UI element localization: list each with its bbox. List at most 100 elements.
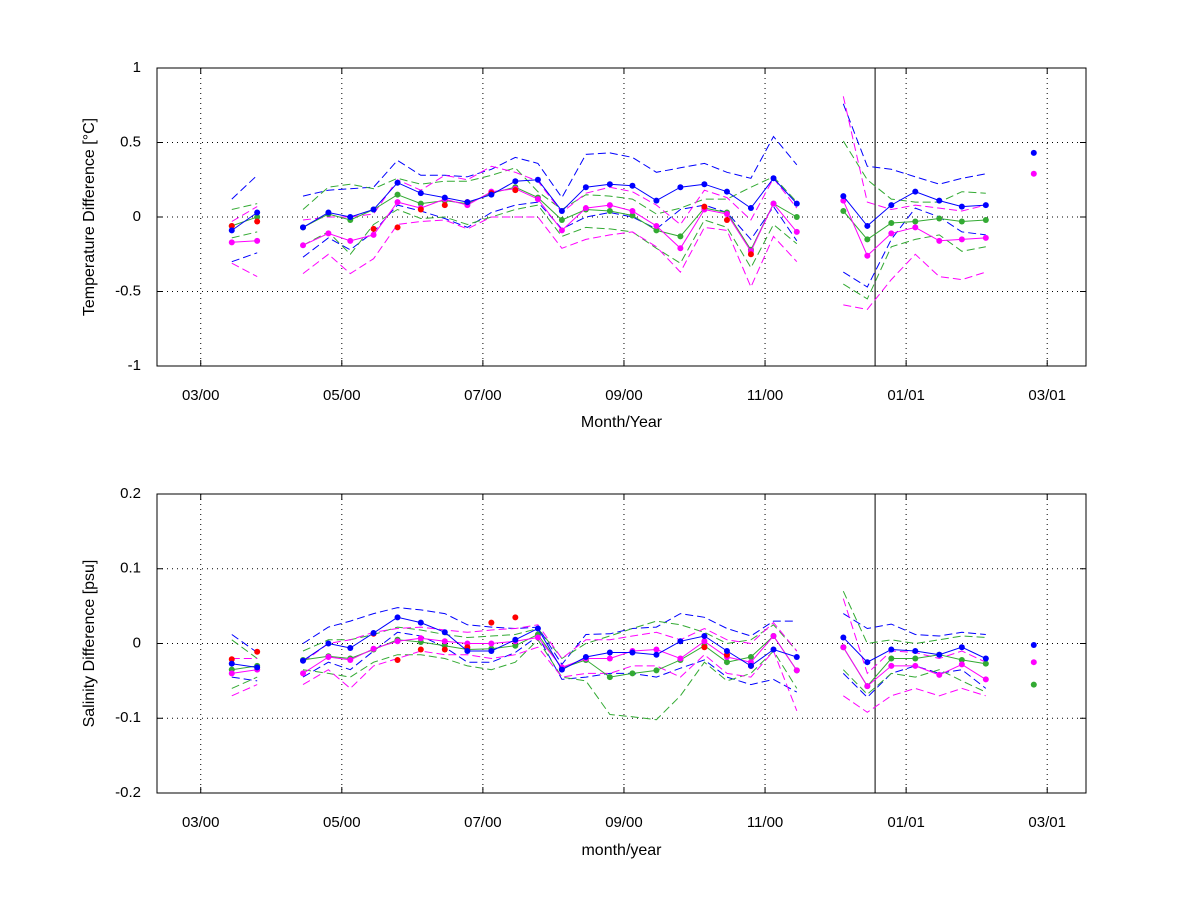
point bbox=[747, 251, 754, 258]
point bbox=[254, 664, 261, 671]
point bbox=[840, 644, 847, 651]
point bbox=[770, 646, 777, 653]
point bbox=[606, 202, 613, 209]
y-tick-label: 0 bbox=[133, 208, 141, 225]
point bbox=[653, 651, 660, 658]
point bbox=[228, 660, 235, 667]
point bbox=[300, 242, 307, 249]
point bbox=[394, 638, 401, 645]
point bbox=[347, 644, 354, 651]
point bbox=[582, 653, 589, 660]
series-line bbox=[231, 186, 986, 251]
point bbox=[629, 649, 636, 656]
point bbox=[912, 655, 919, 662]
point bbox=[958, 656, 965, 663]
point bbox=[723, 211, 730, 218]
point bbox=[512, 187, 519, 194]
point bbox=[441, 646, 448, 653]
point bbox=[864, 252, 871, 259]
point bbox=[770, 200, 777, 207]
x-tick-label: 01/01 bbox=[887, 814, 925, 831]
point bbox=[254, 209, 261, 216]
point bbox=[417, 619, 424, 626]
bound-line bbox=[231, 96, 986, 226]
point bbox=[677, 245, 684, 252]
axes-frame bbox=[156, 493, 1087, 794]
point bbox=[558, 227, 565, 234]
y-tick-label: -0.5 bbox=[115, 282, 141, 299]
bound-line bbox=[231, 204, 986, 300]
point bbox=[534, 634, 541, 641]
point bbox=[982, 660, 989, 667]
point bbox=[228, 227, 235, 234]
x-tick-label: 09/00 bbox=[605, 387, 643, 404]
point bbox=[606, 649, 613, 656]
point bbox=[488, 191, 495, 198]
point bbox=[534, 625, 541, 632]
point bbox=[370, 206, 377, 213]
y-tick-label: -0.1 bbox=[115, 709, 141, 726]
point bbox=[936, 651, 943, 658]
point bbox=[512, 614, 519, 621]
point bbox=[958, 203, 965, 210]
point bbox=[912, 224, 919, 231]
point bbox=[228, 222, 235, 229]
point bbox=[254, 214, 261, 220]
point bbox=[982, 676, 989, 683]
point bbox=[936, 215, 943, 222]
point bbox=[793, 214, 800, 220]
point bbox=[464, 647, 471, 654]
point bbox=[723, 216, 730, 223]
point bbox=[723, 647, 730, 654]
bound-line bbox=[231, 607, 986, 666]
point bbox=[582, 184, 589, 191]
bound-line bbox=[231, 646, 986, 713]
point bbox=[936, 237, 943, 244]
point bbox=[1030, 659, 1037, 666]
x-axis-label: Month/Year bbox=[581, 414, 663, 431]
point bbox=[982, 216, 989, 223]
axes-frame bbox=[156, 67, 1087, 367]
point bbox=[441, 194, 448, 201]
point bbox=[347, 656, 354, 663]
point bbox=[701, 644, 708, 651]
point bbox=[394, 199, 401, 206]
x-tick-label: 03/00 bbox=[182, 814, 220, 831]
point bbox=[534, 196, 541, 203]
point bbox=[300, 670, 307, 677]
point bbox=[606, 674, 613, 681]
point bbox=[936, 197, 943, 204]
x-tick-label: 01/01 bbox=[887, 387, 925, 404]
bound-line bbox=[231, 216, 986, 310]
point bbox=[228, 656, 235, 663]
point bbox=[417, 646, 424, 653]
x-axis-label: month/year bbox=[581, 842, 662, 859]
point bbox=[325, 640, 332, 647]
point bbox=[936, 671, 943, 678]
point bbox=[677, 184, 684, 191]
point bbox=[512, 636, 519, 643]
point bbox=[888, 646, 895, 653]
point bbox=[325, 653, 332, 660]
point bbox=[958, 218, 965, 225]
point bbox=[606, 208, 613, 215]
point bbox=[840, 193, 847, 200]
point bbox=[394, 614, 401, 621]
point bbox=[228, 239, 235, 246]
point bbox=[394, 191, 401, 198]
point bbox=[629, 182, 636, 189]
point bbox=[793, 653, 800, 660]
bound-line bbox=[231, 639, 987, 721]
point bbox=[1030, 149, 1037, 156]
point bbox=[912, 218, 919, 225]
x-tick-label: 07/00 bbox=[464, 387, 502, 404]
point bbox=[677, 655, 684, 662]
point bbox=[864, 222, 871, 229]
bound-line bbox=[231, 201, 986, 288]
x-tick-label: 07/00 bbox=[464, 814, 502, 831]
panel: 03/00 05/00 07/00 09/00 11/00 01/01 03/01 -0.2 -… bbox=[81, 485, 1087, 859]
point bbox=[558, 208, 565, 215]
point bbox=[1030, 681, 1037, 688]
y-tick-label: 0 bbox=[133, 634, 141, 651]
